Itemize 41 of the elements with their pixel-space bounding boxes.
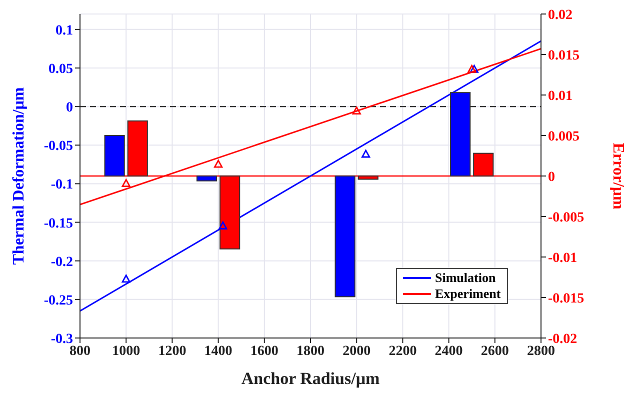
y2-tick-label: 0.005 xyxy=(548,129,580,144)
y-axis-title: Thermal Deformation/μm xyxy=(10,86,28,265)
y-tick-label: -0.05 xyxy=(44,139,73,154)
y-tick-label: 0.05 xyxy=(48,62,73,77)
y-tick-label: -0.2 xyxy=(50,254,73,270)
point xyxy=(468,64,476,73)
point xyxy=(214,160,223,168)
y2-tick-label: 0.015 xyxy=(548,48,580,64)
point xyxy=(362,150,370,158)
x-axis-title: Anchor Radius/μm xyxy=(241,369,380,388)
point xyxy=(218,221,228,230)
bar xyxy=(196,176,218,182)
y2-tick-label: 0.01 xyxy=(548,88,572,104)
x-tick-label: 2200 xyxy=(388,344,417,359)
x-tick-label: 1000 xyxy=(112,344,140,359)
x-tick-label: 2400 xyxy=(434,344,463,359)
point xyxy=(470,64,478,73)
legend-label: Experiment xyxy=(435,286,501,302)
x-tick-label: 1200 xyxy=(158,344,186,359)
x-tick-label: 1800 xyxy=(296,344,324,359)
y-tick-label: -0.15 xyxy=(44,216,73,232)
x-tick-label: 2600 xyxy=(480,344,509,359)
y2-tick-label: 0 xyxy=(548,170,555,185)
x-tick-label: 1400 xyxy=(204,344,232,359)
bar xyxy=(334,176,356,298)
point xyxy=(352,106,361,114)
x-tick-label: 1600 xyxy=(250,344,278,359)
legend-label: Simulation xyxy=(435,270,496,286)
y-tick-label: 0.1 xyxy=(56,23,73,38)
bar xyxy=(104,135,125,176)
y2-tick-label: -0.005 xyxy=(548,210,584,226)
y-tick-label: -0.25 xyxy=(44,293,73,308)
point xyxy=(122,274,130,283)
y-tick-label: -0.1 xyxy=(50,178,73,193)
x-tick-label: 2000 xyxy=(342,344,371,359)
point xyxy=(122,179,130,188)
y2-axis-title: Error/μm xyxy=(609,142,626,210)
y2-tick-label: -0.01 xyxy=(548,250,578,266)
y2-tick-label: -0.015 xyxy=(548,291,584,306)
y2-tick-label: 0.02 xyxy=(548,8,572,23)
y-tick-label: 0 xyxy=(66,100,73,116)
